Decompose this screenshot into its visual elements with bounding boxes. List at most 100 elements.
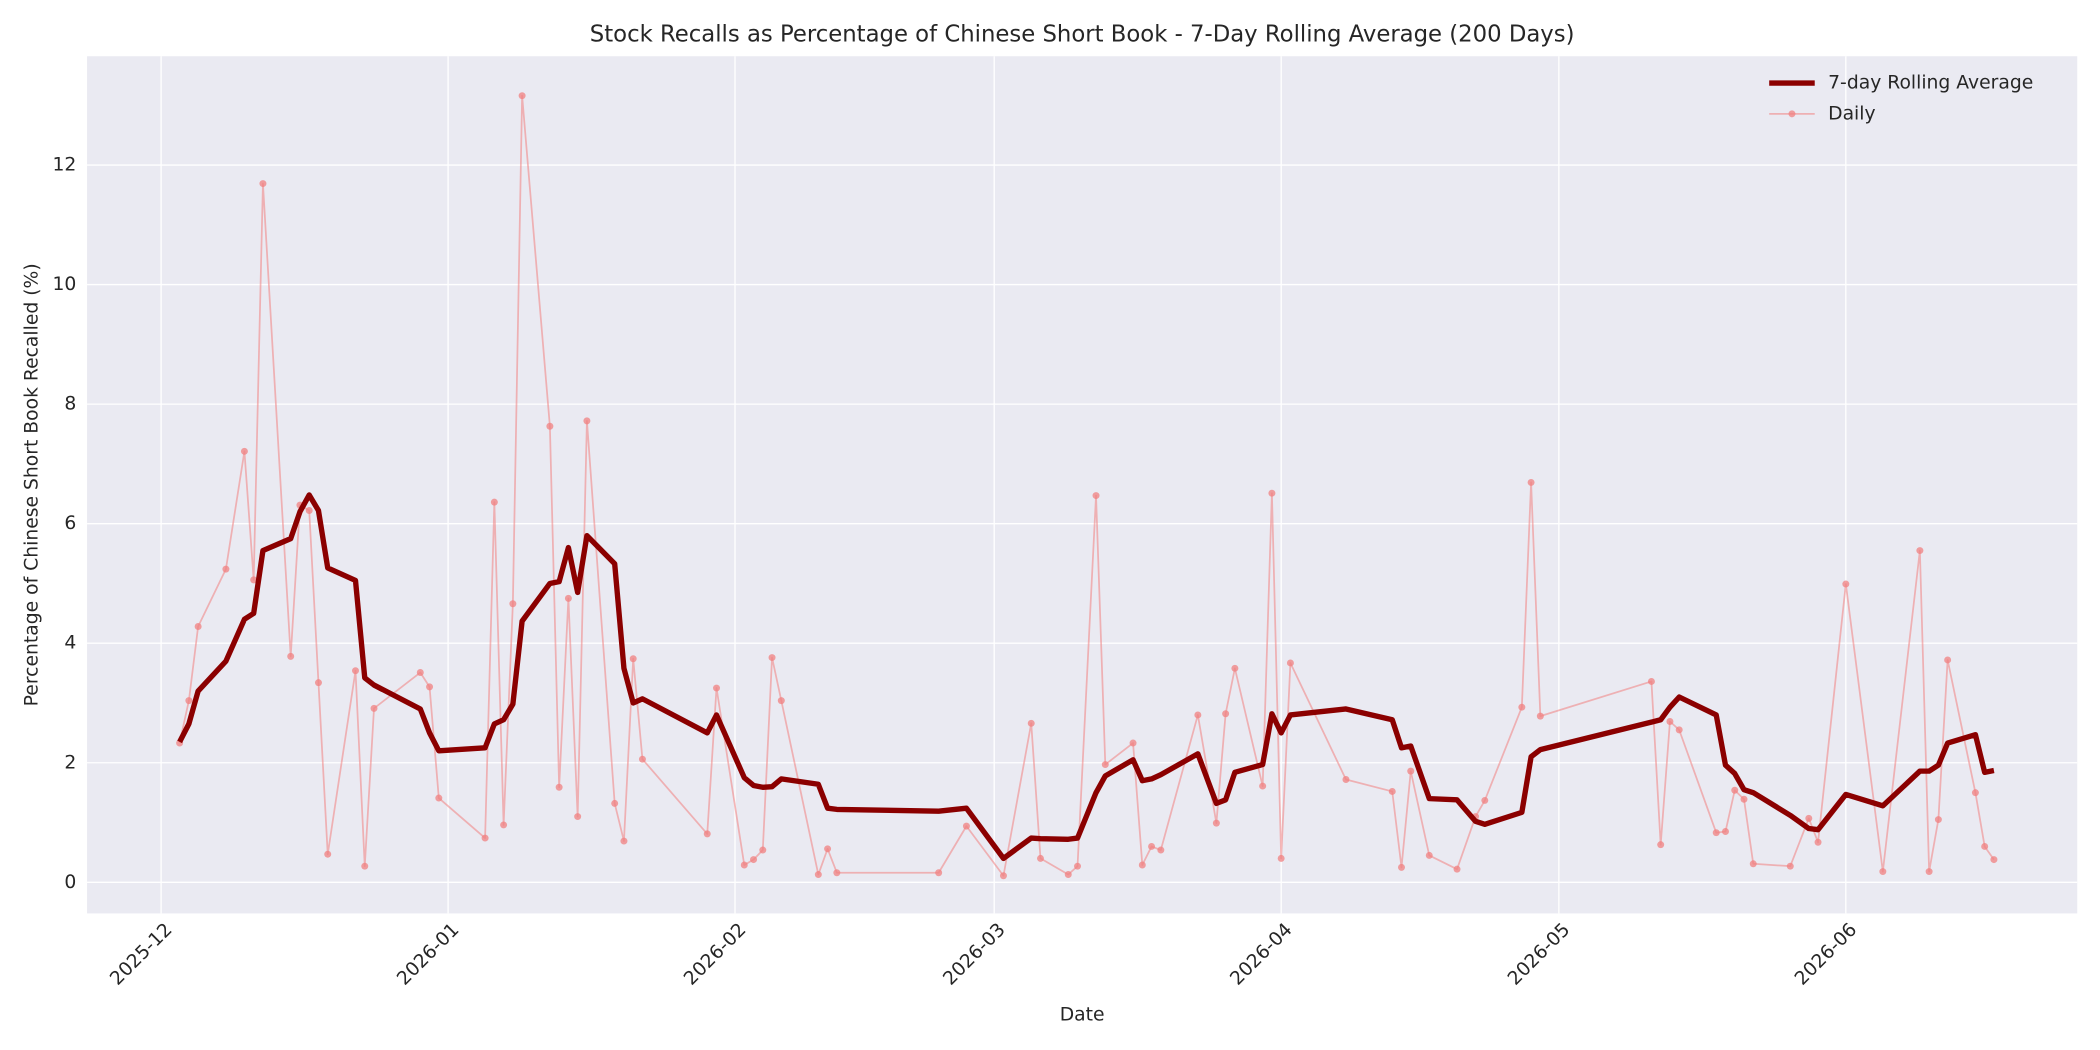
data-point [1222, 710, 1230, 718]
data-point [1527, 478, 1535, 486]
y-tick-label: 6 [64, 513, 76, 534]
data-point [777, 697, 785, 705]
data-point [1712, 829, 1720, 837]
x-tick-label: 2026-02 [680, 919, 750, 989]
data-point [1425, 851, 1433, 859]
y-tick-label: 4 [64, 633, 76, 654]
data-point [962, 822, 970, 830]
data-point [1101, 761, 1109, 769]
data-point [352, 667, 359, 675]
x-tick-label: 2026-03 [939, 919, 1009, 989]
data-point [620, 837, 628, 845]
data-point [287, 652, 295, 660]
x-axis-label: Date [1060, 1005, 1105, 1026]
data-point [583, 417, 591, 425]
y-tick-label: 0 [64, 872, 76, 893]
data-point [546, 422, 554, 430]
data-point [1805, 814, 1813, 822]
data-point [1536, 712, 1544, 720]
y-tick-label: 8 [64, 394, 76, 415]
data-point [629, 655, 637, 663]
data-point [481, 834, 489, 842]
data-point [1342, 776, 1350, 783]
data-point [1934, 816, 1942, 824]
data-point [490, 498, 498, 506]
data-point [1388, 787, 1396, 795]
data-point [1971, 789, 1979, 797]
data-point [1138, 861, 1146, 869]
x-tick-label: 2026-06 [1791, 919, 1861, 989]
data-point [1148, 842, 1156, 850]
data-point [416, 669, 424, 676]
data-point [833, 869, 841, 877]
data-point [1740, 795, 1748, 803]
data-point [518, 92, 526, 100]
data-point [240, 447, 248, 455]
y-axis-label: Percentage of Chinese Short Book Recalle… [22, 263, 43, 706]
data-point [1981, 842, 1989, 850]
data-point [1157, 846, 1165, 854]
y-tick-label: 2 [64, 752, 76, 773]
data-point [1879, 868, 1887, 876]
data-point [1675, 726, 1683, 734]
data-point [509, 600, 517, 608]
data-point [1925, 868, 1933, 876]
chart-title: Stock Recalls as Percentage of Chinese S… [590, 21, 1575, 47]
legend-label: 7-day Rolling Average [1828, 73, 2033, 94]
data-point [1916, 547, 1924, 555]
data-point [500, 821, 508, 829]
data-point [638, 755, 646, 763]
data-point [750, 856, 758, 864]
data-point [555, 783, 563, 791]
data-point [1064, 871, 1072, 879]
data-point [1814, 838, 1822, 846]
data-point [1286, 659, 1294, 667]
data-point [1657, 841, 1665, 849]
data-point [1842, 580, 1850, 588]
x-tick-label: 2026-05 [1504, 919, 1574, 989]
data-point [1453, 865, 1461, 873]
data-point [1129, 739, 1137, 747]
legend-marker [1788, 110, 1796, 118]
data-point [1231, 664, 1239, 672]
data-point [703, 830, 711, 838]
data-point [426, 683, 434, 691]
data-point [259, 180, 267, 188]
data-point [1944, 656, 1952, 664]
data-point [1749, 860, 1757, 868]
y-tick-label: 10 [52, 274, 76, 295]
data-point [768, 654, 776, 662]
data-point [740, 861, 748, 869]
data-point [1268, 489, 1276, 497]
data-point [1037, 854, 1044, 862]
data-point [1277, 854, 1285, 862]
data-point [999, 872, 1007, 880]
data-point [194, 623, 202, 630]
data-point [611, 799, 619, 807]
data-point [824, 845, 832, 853]
data-point [1990, 856, 1998, 864]
data-point [1731, 786, 1739, 794]
x-tick-label: 2026-01 [393, 919, 463, 989]
data-point [814, 871, 822, 879]
data-point [564, 594, 572, 602]
data-point [1481, 796, 1489, 804]
data-point [1721, 828, 1729, 835]
data-point [314, 679, 322, 687]
x-tick-label: 2026-04 [1226, 919, 1296, 989]
data-point [1092, 492, 1100, 500]
series-line [177, 492, 1995, 862]
data-point [324, 850, 332, 858]
data-point [1259, 782, 1267, 790]
data-point [1074, 862, 1081, 870]
data-point [1194, 711, 1202, 719]
data-point [1407, 767, 1415, 775]
data-point [361, 862, 369, 870]
data-point [370, 704, 378, 712]
y-tick-label: 12 [52, 155, 76, 176]
data-point [759, 846, 767, 854]
data-point [1786, 862, 1794, 870]
data-point [185, 697, 193, 705]
